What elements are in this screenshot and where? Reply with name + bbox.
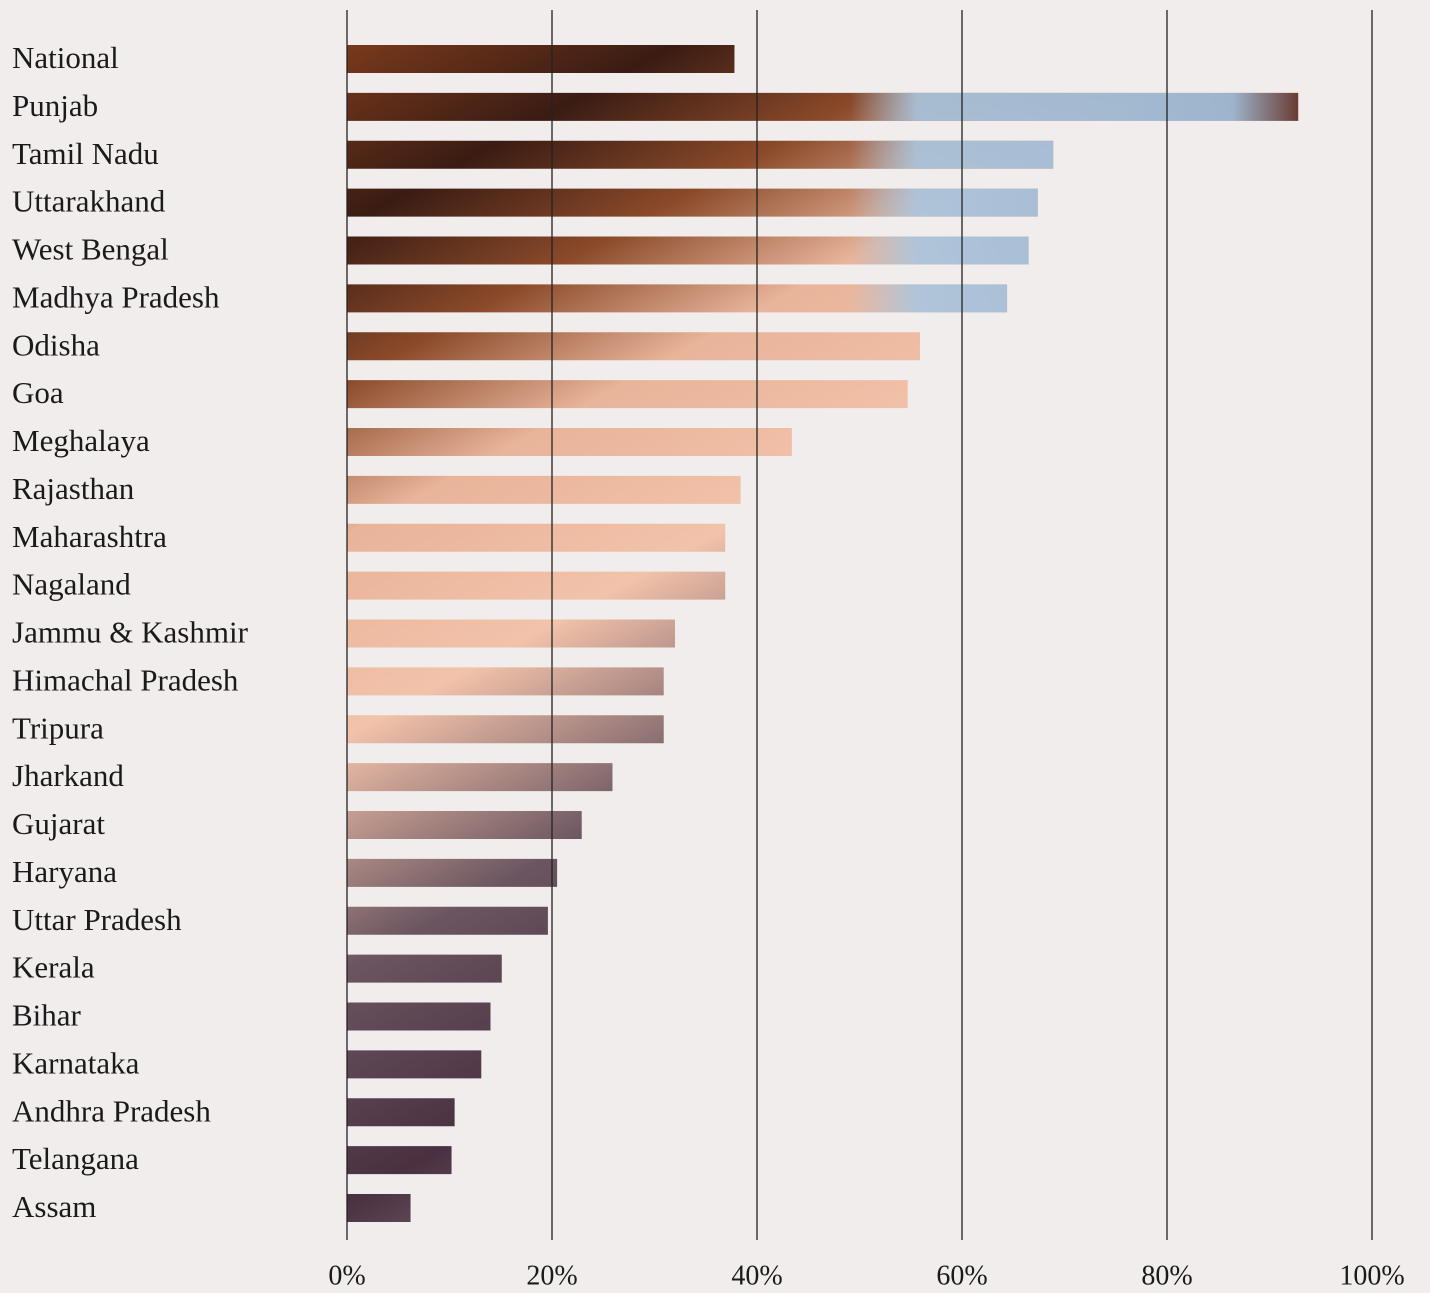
bar <box>347 1146 452 1175</box>
bar-highlight <box>347 188 1038 217</box>
bar <box>347 475 741 504</box>
bar <box>347 1002 491 1031</box>
category-label: Nagaland <box>12 567 131 602</box>
bar-highlight <box>347 236 1029 265</box>
category-label: Assam <box>12 1189 96 1224</box>
category-label: Andhra Pradesh <box>12 1093 211 1128</box>
category-label: Karnataka <box>12 1045 140 1080</box>
category-label: Himachal Pradesh <box>12 662 239 697</box>
bar <box>347 858 558 887</box>
bar <box>347 380 908 409</box>
category-label: Jharkand <box>12 758 124 793</box>
category-label: Telangana <box>12 1141 139 1176</box>
category-label: Gujarat <box>12 806 105 841</box>
category-label: Meghalaya <box>12 423 150 458</box>
category-label: Uttar Pradesh <box>12 902 182 937</box>
bar <box>347 1050 482 1079</box>
bar <box>347 811 582 839</box>
x-tick-label: 20% <box>526 1260 577 1291</box>
x-tick-label: 40% <box>731 1260 782 1291</box>
category-label: Madhya Pradesh <box>12 279 220 314</box>
category-label: Tripura <box>12 710 104 745</box>
category-label: Bihar <box>12 998 82 1033</box>
category-label: Maharashtra <box>12 519 167 554</box>
bar <box>347 1098 455 1127</box>
bar-highlight <box>347 140 1054 169</box>
category-label: Goa <box>12 375 64 410</box>
bar-highlight <box>347 92 1299 121</box>
bar <box>347 571 726 600</box>
category-label: Odisha <box>12 327 100 362</box>
bar <box>347 763 613 792</box>
x-tick-label: 80% <box>1141 1260 1192 1291</box>
x-tick-label: 0% <box>328 1260 365 1291</box>
bar <box>347 619 675 648</box>
bar <box>347 428 792 456</box>
bar-highlight <box>347 45 735 73</box>
bar <box>347 715 664 744</box>
x-tick-label: 100% <box>1339 1260 1404 1291</box>
category-label: National <box>12 40 119 75</box>
bar <box>347 954 502 983</box>
bar-highlight <box>347 284 1008 313</box>
bar <box>347 523 726 552</box>
bar <box>347 667 664 696</box>
bar <box>347 332 920 361</box>
category-label: Uttarakhand <box>12 184 166 219</box>
bar <box>347 1194 411 1222</box>
category-label: Punjab <box>12 88 98 123</box>
category-label: Kerala <box>12 950 95 985</box>
category-label: Rajasthan <box>12 471 135 506</box>
category-label: West Bengal <box>12 232 169 267</box>
category-label: Tamil Nadu <box>12 136 159 171</box>
x-tick-label: 60% <box>936 1260 987 1291</box>
bar <box>347 906 548 935</box>
category-label: Jammu & Kashmir <box>12 615 249 650</box>
category-label: Haryana <box>12 854 117 889</box>
